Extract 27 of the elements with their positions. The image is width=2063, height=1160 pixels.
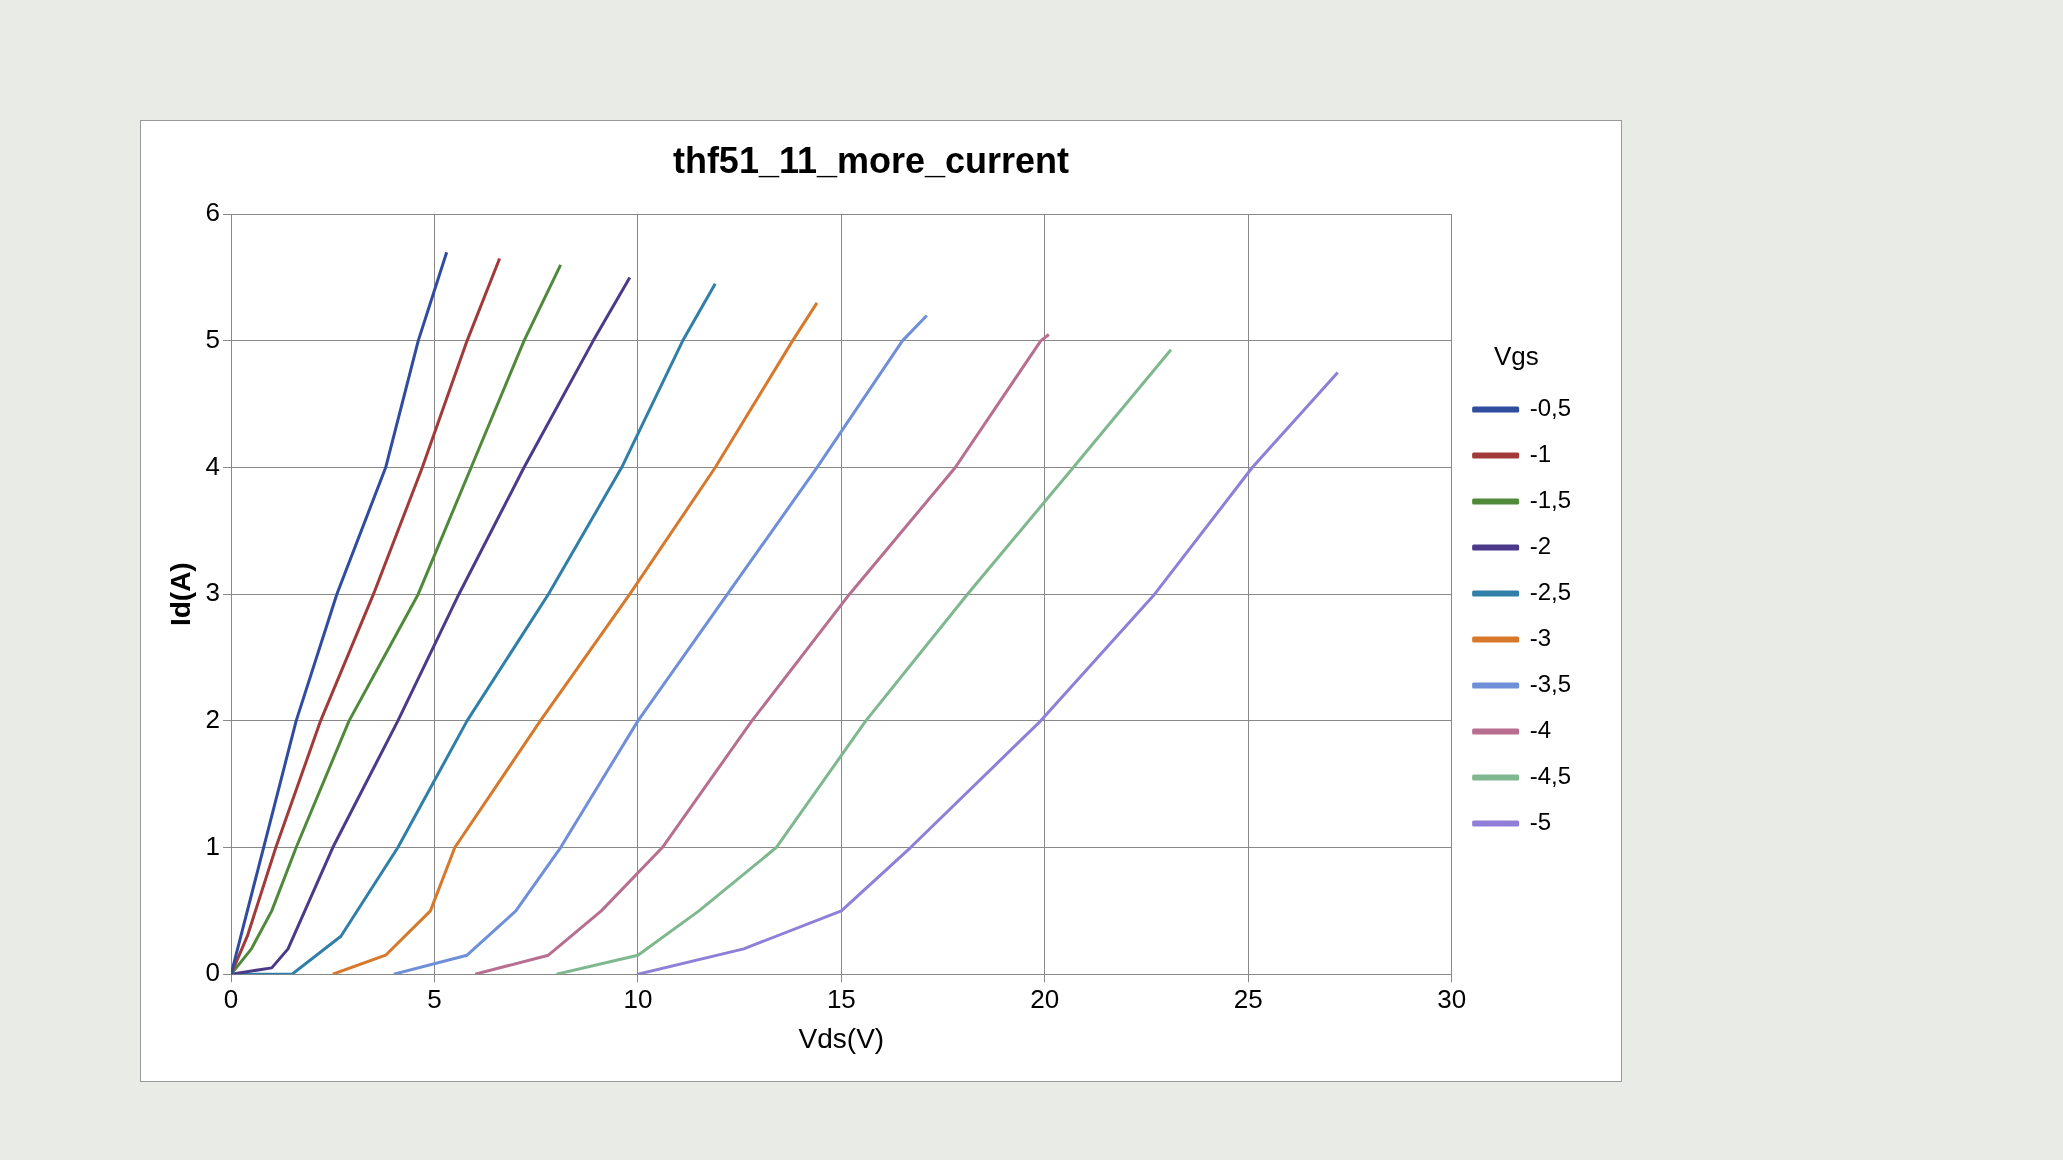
- y-tick-label: 5: [205, 324, 221, 355]
- y-axis-title: Id(A): [164, 562, 196, 627]
- y-tick-label: 3: [205, 577, 221, 608]
- legend-label: -5: [1529, 808, 1551, 836]
- x-tick-label: 15: [826, 983, 856, 1014]
- x-tick-label: 10: [623, 983, 653, 1014]
- legend-label: -0,5: [1529, 394, 1571, 422]
- x-tick-label: 5: [427, 983, 442, 1014]
- legend-label: -4: [1529, 716, 1551, 744]
- legend-label: -1: [1529, 440, 1551, 468]
- legend-label: -2,5: [1529, 578, 1571, 606]
- legend-label: -2: [1529, 532, 1551, 560]
- legend-label: -3,5: [1529, 670, 1571, 698]
- legend-label: -4,5: [1529, 762, 1571, 790]
- x-tick-label: 20: [1030, 983, 1060, 1014]
- y-tick-label: 1: [205, 830, 221, 861]
- x-axis-title: Vds(V): [798, 1022, 885, 1054]
- x-tick-label: 30: [1437, 983, 1467, 1014]
- legend-label: -3: [1529, 624, 1551, 652]
- legend-label: -1,5: [1529, 486, 1571, 514]
- y-tick-label: 4: [205, 450, 221, 481]
- y-tick-label: 0: [205, 957, 221, 988]
- y-tick-label: 6: [205, 197, 221, 228]
- chart-title: thf51_11_more_current: [672, 139, 1070, 181]
- x-tick-label: 25: [1233, 983, 1263, 1014]
- y-tick-label: 2: [205, 704, 221, 735]
- legend-title: Vgs: [1493, 340, 1539, 371]
